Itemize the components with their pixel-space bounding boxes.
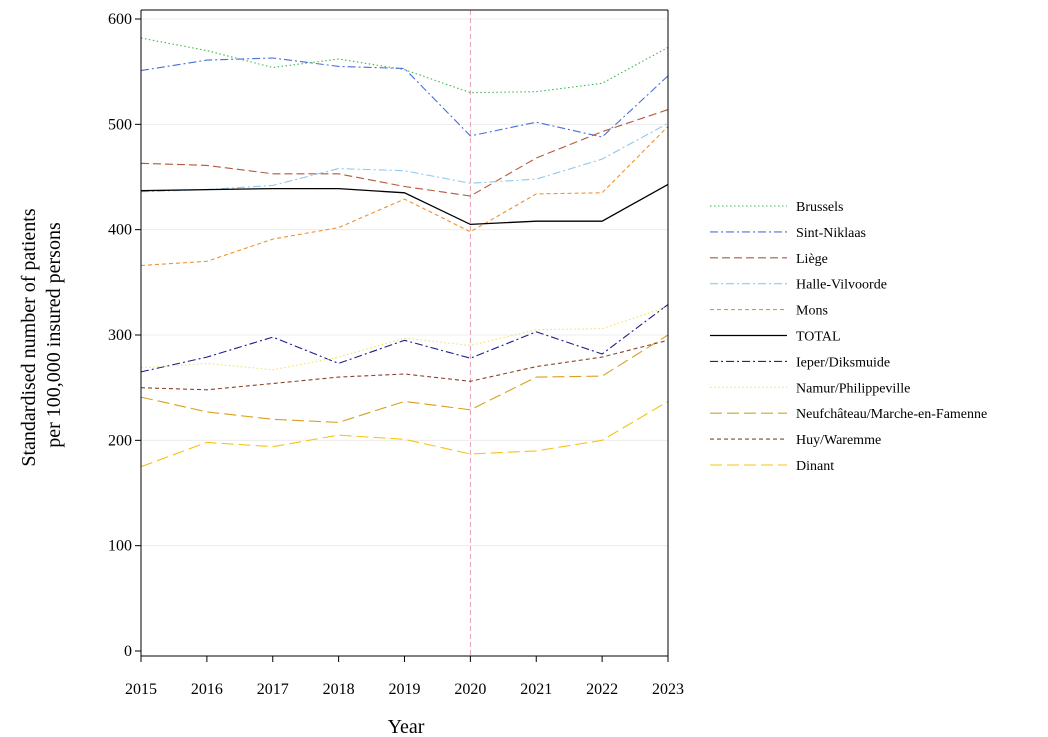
legend-label-6: Ieper/Diksmuide	[796, 355, 890, 370]
legend-label-8: Neufchâteau/Marche-en-Famenne	[796, 407, 987, 422]
series-line-9	[140, 339, 669, 391]
y-axis-title-line-1: Standardised number of patients	[18, 208, 40, 466]
series-line-0	[140, 37, 669, 94]
x-tick-label: 2020	[454, 681, 486, 698]
y-tick-label: 300	[108, 327, 132, 344]
series-line-7	[140, 306, 669, 371]
x-tick-label: 2023	[652, 681, 684, 698]
legend-label-5: TOTAL	[796, 330, 841, 345]
x-tick-label: 2015	[125, 681, 157, 698]
x-axis-title: Year	[388, 716, 425, 737]
series-line-3	[140, 122, 669, 193]
series-lines	[140, 37, 669, 468]
legend: Brussels Sint-Niklaas Liège Halle-Vilvoorde…	[710, 200, 987, 474]
series-line-1	[140, 57, 669, 138]
legend-label-2: Liège	[796, 252, 828, 267]
x-tick-label: 2022	[586, 681, 618, 698]
legend-label-1: Sint-Niklaas	[796, 226, 866, 241]
legend-label-7: Namur/Philippeville	[796, 381, 910, 396]
x-tick-label: 2018	[323, 681, 355, 698]
legend-label-3: Halle-Vilvoorde	[796, 278, 887, 293]
y-tick-label: 400	[108, 222, 132, 239]
y-tick-label: 600	[108, 11, 132, 28]
y-tick-label: 0	[124, 643, 132, 660]
x-tick-label: 2016	[191, 681, 223, 698]
series-line-5	[140, 183, 669, 226]
axes	[135, 9, 669, 662]
x-tick-label: 2017	[257, 681, 289, 698]
y-tick-label: 500	[108, 116, 132, 133]
x-tick-label: 2021	[520, 681, 552, 698]
y-axis-title-line-2: per 100,000 insured persons	[43, 222, 65, 448]
axis-titles: Year Standardised number of patients per…	[18, 203, 425, 737]
tick-labels: 0 100 200 300 400 500 600 2015 2016 2017 2018 2019 2…	[108, 11, 684, 698]
legend-label-9: Huy/Waremme	[796, 433, 881, 448]
series-line-6	[140, 304, 669, 373]
x-tick-label: 2019	[389, 681, 421, 698]
series-line-2	[140, 109, 669, 197]
legend-label-10: Dinant	[796, 459, 834, 474]
series-line-10	[140, 400, 669, 468]
series-line-4	[140, 126, 669, 267]
legend-label-4: Mons	[796, 304, 828, 319]
legend-label-0: Brussels	[796, 200, 843, 215]
series-line-8	[140, 334, 669, 423]
y-tick-label: 100	[108, 538, 132, 555]
y-tick-label: 200	[108, 432, 132, 449]
y-axis-title: Standardised number of patients per 100,…	[18, 203, 65, 466]
grid	[141, 18, 668, 547]
